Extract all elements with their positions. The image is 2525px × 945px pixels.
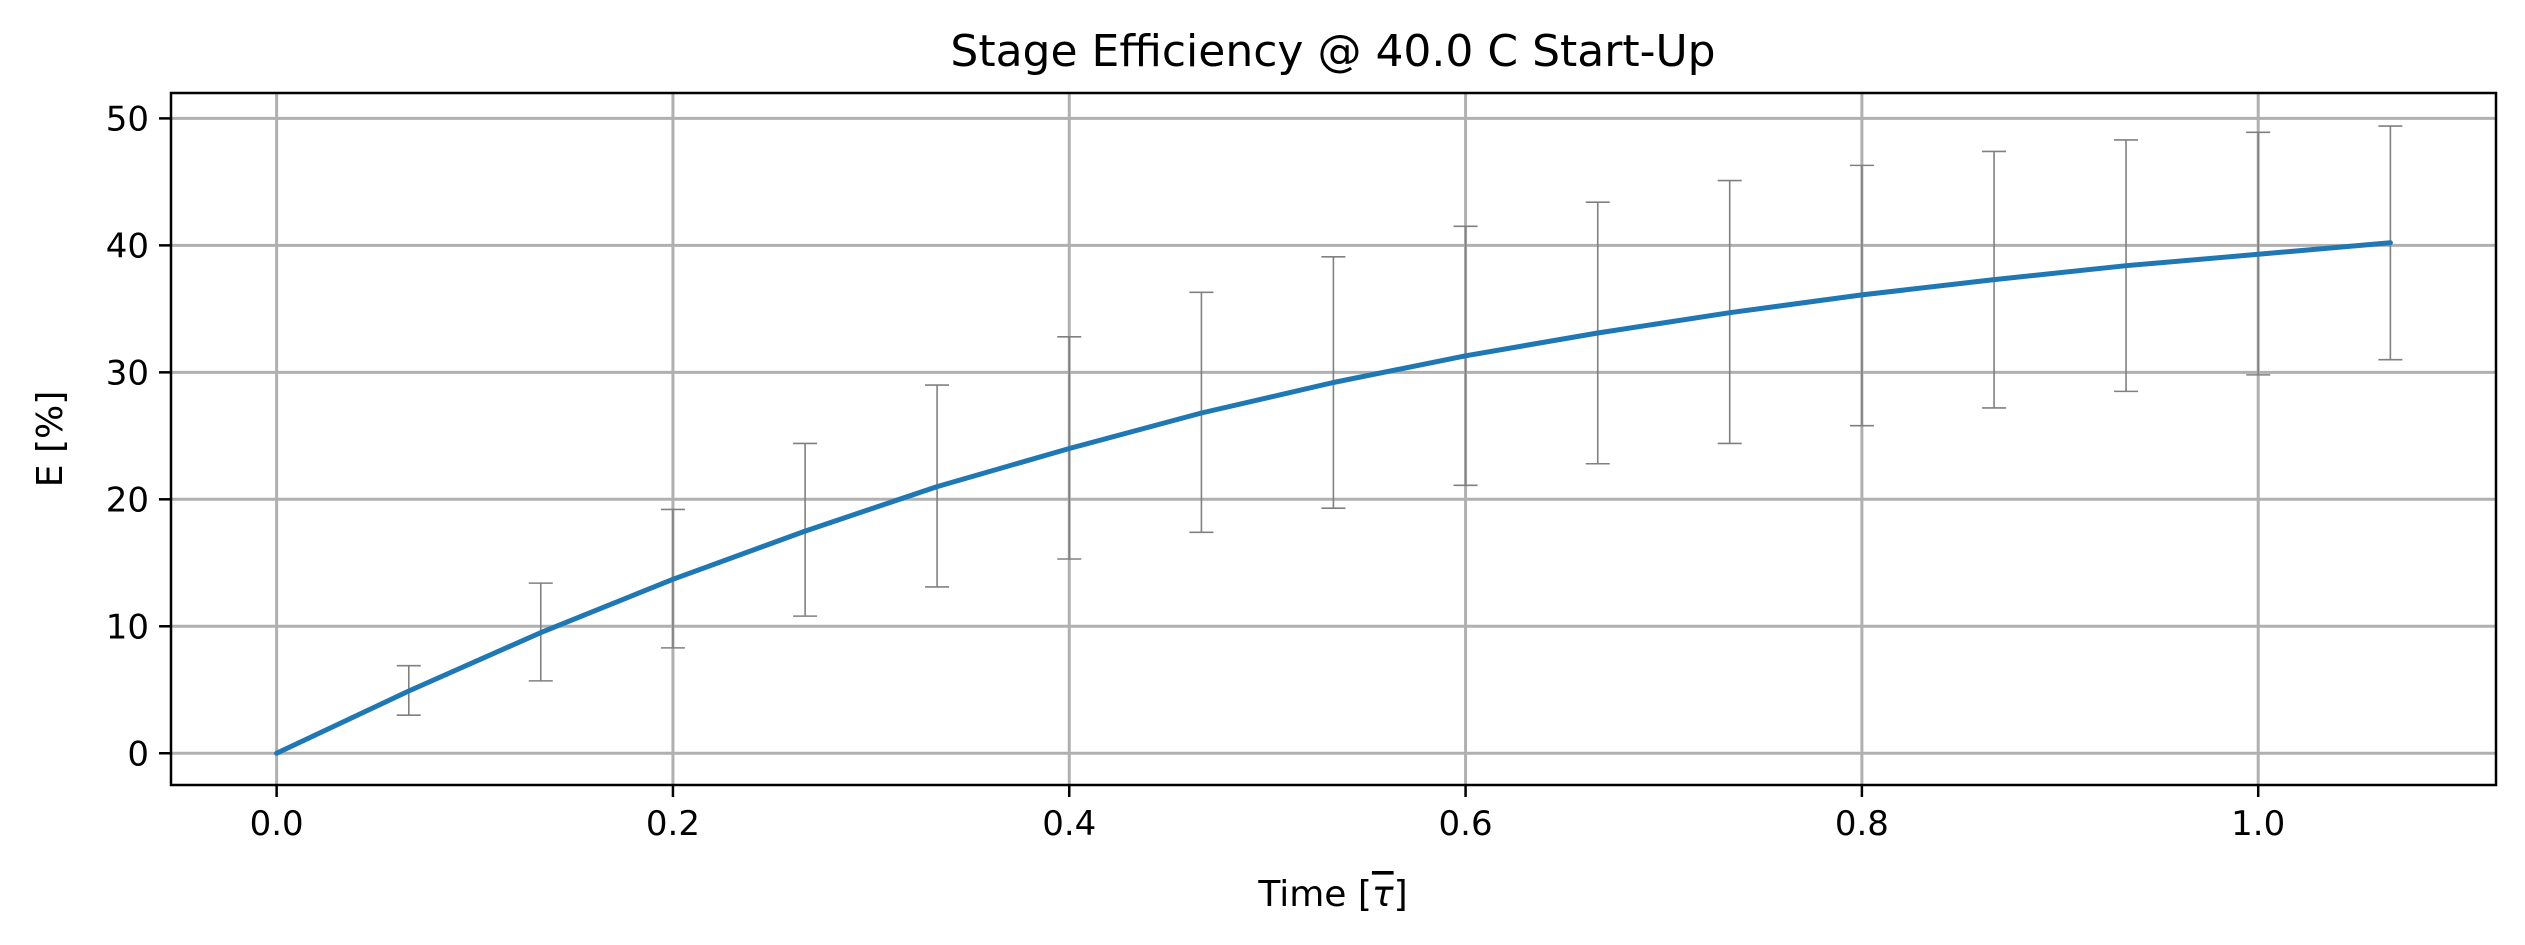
y-tick-label: 10 [106, 607, 149, 647]
x-axis-label-symbol: τ [1372, 874, 1394, 915]
ticks: 0.0 0.2 0.4 0.6 0.8 1.0 0 10 20 30 40 50 [106, 99, 2286, 844]
y-axis-label: E [%] [30, 391, 71, 488]
x-axis-label: Time [τ] [1257, 874, 1407, 915]
x-axis-label-main: Time [ [1257, 874, 1372, 915]
y-tick-label: 30 [106, 353, 149, 393]
chart-title: Stage Efficiency @ 40.0 C Start-Up [950, 26, 1715, 77]
y-tick-label: 0 [127, 734, 149, 774]
x-tick-label: 0.6 [1439, 804, 1493, 844]
y-tick-label: 20 [106, 480, 149, 520]
x-tick-label: 0.8 [1835, 804, 1889, 844]
series-line [274, 240, 2393, 756]
y-tick-label: 40 [106, 226, 149, 266]
x-tick-label: 1.0 [2231, 804, 2285, 844]
plot-frame [169, 91, 2498, 787]
x-tick-label: 0.0 [250, 804, 304, 844]
x-tick-label: 0.4 [1042, 804, 1096, 844]
y-tick-label: 50 [106, 99, 149, 139]
x-axis-label-end: ] [1394, 874, 1408, 915]
x-tick-label: 0.2 [646, 804, 700, 844]
